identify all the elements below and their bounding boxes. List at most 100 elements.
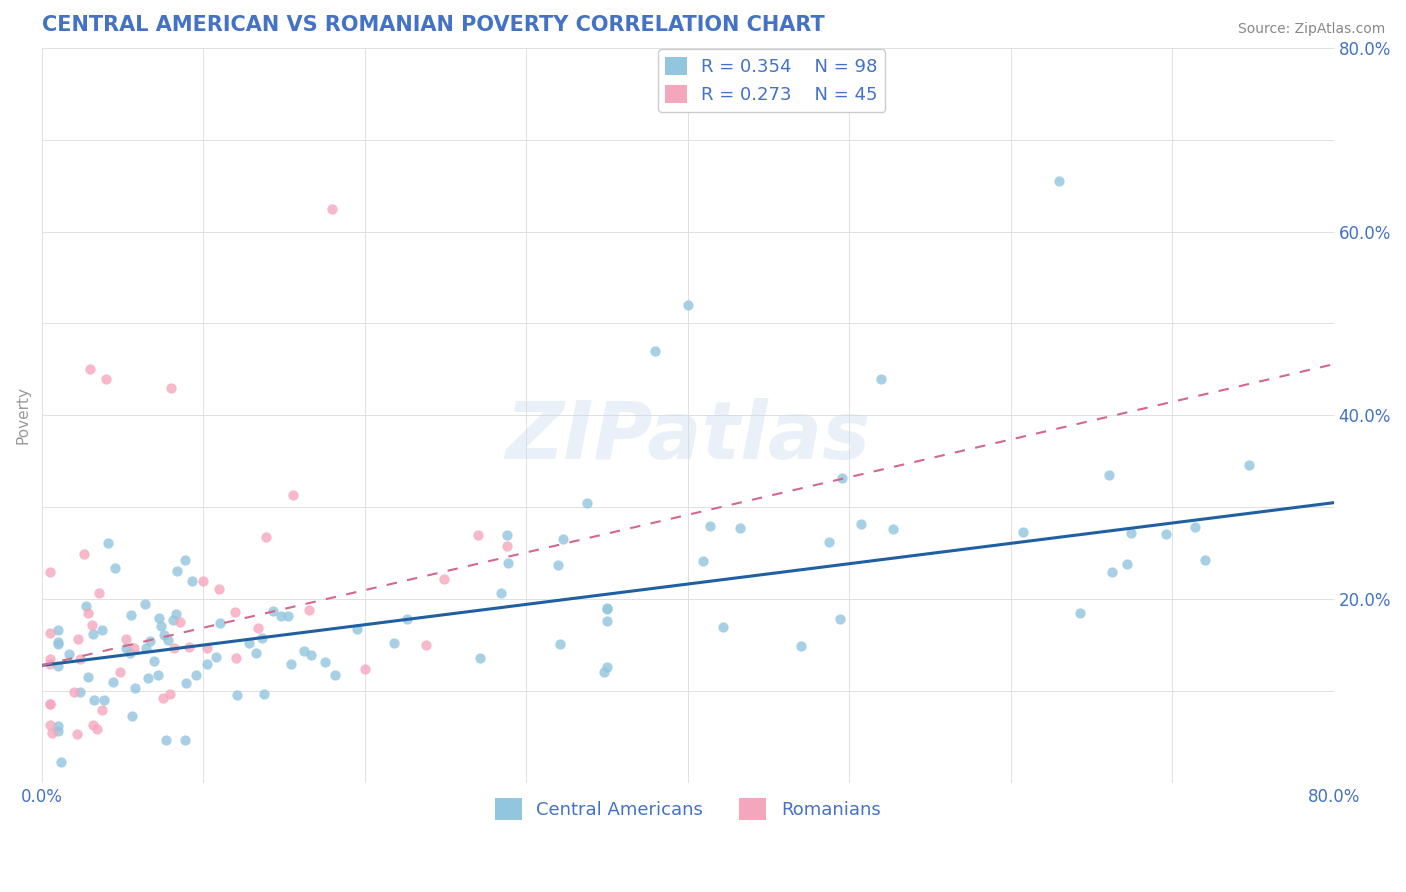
Point bbox=[281, 488, 304, 502]
Point bbox=[1098, 467, 1121, 482]
Point bbox=[576, 496, 599, 510]
Point bbox=[115, 632, 138, 646]
Point bbox=[83, 693, 105, 707]
Point bbox=[82, 718, 104, 732]
Point bbox=[882, 522, 904, 536]
Text: ZIPatlas: ZIPatlas bbox=[505, 399, 870, 476]
Point bbox=[108, 665, 131, 680]
Point bbox=[49, 755, 72, 769]
Point bbox=[69, 652, 91, 666]
Point bbox=[699, 519, 721, 533]
Point bbox=[138, 634, 160, 648]
Point bbox=[174, 733, 197, 747]
Point bbox=[62, 685, 84, 699]
Point bbox=[596, 601, 619, 615]
Point bbox=[550, 637, 572, 651]
Point bbox=[195, 657, 218, 672]
Point bbox=[156, 633, 179, 648]
Point bbox=[162, 613, 184, 627]
Point bbox=[495, 539, 517, 553]
Point bbox=[165, 607, 187, 622]
Point bbox=[496, 556, 519, 570]
Point bbox=[292, 644, 315, 658]
Point bbox=[66, 727, 89, 741]
Point bbox=[208, 616, 231, 631]
Point bbox=[169, 615, 191, 629]
Point bbox=[120, 607, 142, 622]
Point bbox=[195, 640, 218, 655]
Point bbox=[166, 564, 188, 578]
Point bbox=[596, 660, 619, 674]
Point bbox=[91, 623, 114, 637]
Point bbox=[828, 612, 851, 626]
Point bbox=[851, 516, 873, 531]
Point bbox=[38, 626, 60, 640]
Point bbox=[551, 532, 574, 546]
Point bbox=[160, 381, 183, 395]
Point bbox=[58, 647, 80, 661]
Point bbox=[104, 561, 127, 575]
Point bbox=[321, 202, 343, 216]
Text: Source: ZipAtlas.com: Source: ZipAtlas.com bbox=[1237, 22, 1385, 37]
Point bbox=[73, 547, 96, 561]
Point bbox=[384, 635, 406, 649]
Point bbox=[46, 623, 69, 637]
Point bbox=[396, 612, 419, 626]
Point bbox=[245, 646, 267, 660]
Point bbox=[180, 574, 202, 588]
Point bbox=[204, 650, 226, 665]
Point bbox=[346, 623, 368, 637]
Point bbox=[433, 572, 456, 586]
Point bbox=[1119, 525, 1142, 540]
Point bbox=[314, 656, 336, 670]
Point bbox=[39, 652, 62, 666]
Point bbox=[38, 697, 60, 711]
Point bbox=[79, 362, 101, 376]
Point bbox=[280, 657, 302, 671]
Point bbox=[82, 627, 104, 641]
Point bbox=[38, 697, 60, 711]
Point bbox=[298, 603, 321, 617]
Point bbox=[596, 614, 619, 628]
Point bbox=[1101, 565, 1123, 579]
Point bbox=[96, 371, 118, 385]
Point bbox=[676, 298, 699, 312]
Point bbox=[152, 691, 174, 706]
Point bbox=[174, 553, 197, 567]
Point bbox=[103, 675, 125, 690]
Point bbox=[1069, 607, 1091, 621]
Point bbox=[67, 632, 90, 647]
Point bbox=[1154, 526, 1177, 541]
Point bbox=[134, 597, 156, 611]
Point bbox=[224, 605, 246, 619]
Text: CENTRAL AMERICAN VS ROMANIAN POVERTY CORRELATION CHART: CENTRAL AMERICAN VS ROMANIAN POVERTY COR… bbox=[42, 15, 824, 35]
Point bbox=[593, 665, 616, 680]
Point bbox=[191, 574, 214, 589]
Point bbox=[91, 703, 114, 717]
Point bbox=[38, 657, 60, 671]
Point bbox=[1184, 520, 1206, 534]
Point bbox=[121, 709, 143, 723]
Point bbox=[262, 604, 284, 618]
Point bbox=[75, 599, 97, 614]
Point bbox=[124, 681, 146, 695]
Point bbox=[238, 636, 260, 650]
Point bbox=[136, 671, 159, 685]
Point bbox=[353, 662, 375, 676]
Point bbox=[596, 602, 619, 616]
Point bbox=[253, 687, 276, 701]
Point bbox=[225, 689, 247, 703]
Point bbox=[38, 565, 60, 579]
Point bbox=[149, 618, 172, 632]
Point bbox=[831, 471, 853, 485]
Point bbox=[870, 371, 893, 385]
Point bbox=[120, 646, 142, 660]
Point bbox=[415, 638, 437, 652]
Point bbox=[208, 582, 231, 596]
Point bbox=[323, 668, 346, 682]
Point bbox=[1116, 557, 1139, 571]
Point bbox=[76, 606, 98, 620]
Point bbox=[467, 528, 489, 542]
Point bbox=[644, 344, 666, 359]
Point bbox=[159, 688, 181, 702]
